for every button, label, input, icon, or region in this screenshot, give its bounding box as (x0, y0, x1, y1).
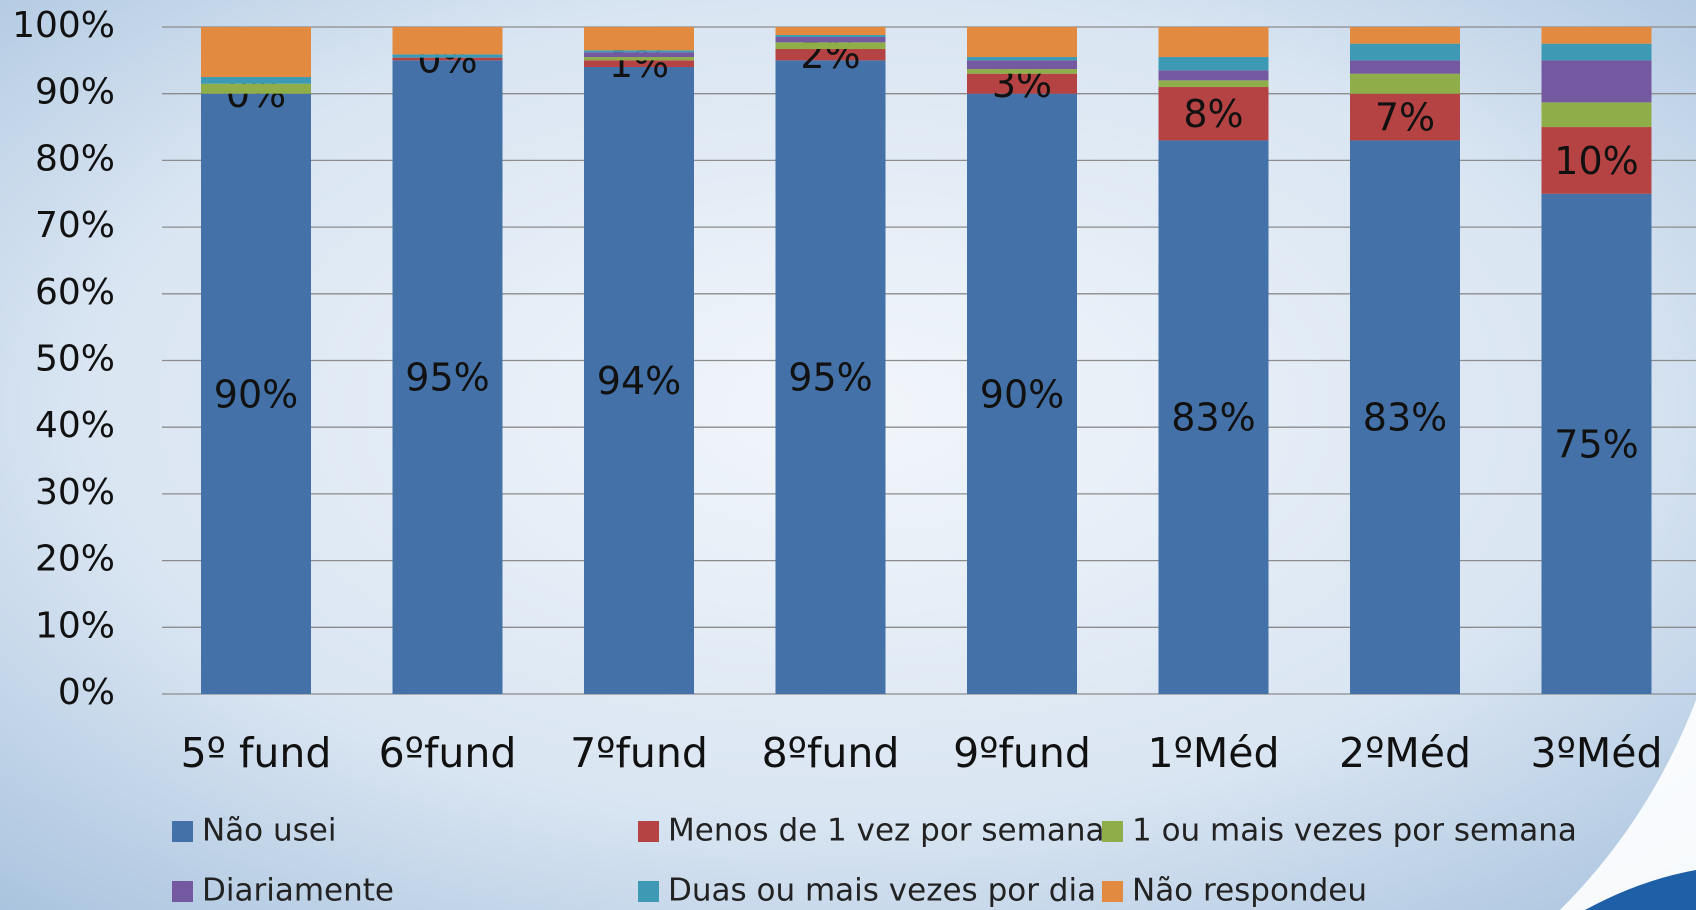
y-tick-label: 90% (35, 72, 115, 113)
bar-segment (967, 57, 1077, 61)
logo-swoosh (1560, 700, 1696, 910)
bar-segment (967, 73, 1077, 94)
bar-segment (1350, 140, 1460, 694)
bar-segment (584, 52, 694, 58)
bar-segment (775, 42, 886, 50)
bar-segment (775, 49, 886, 61)
y-tick-label: 50% (35, 339, 115, 380)
legend-label: Não usei (202, 813, 337, 849)
x-tick-label: 2ºMéd (1339, 729, 1471, 777)
bar-segment (1158, 87, 1269, 141)
x-tick-label: 8ºfund (762, 729, 900, 777)
x-tick-label: 1ºMéd (1147, 729, 1279, 777)
legend-swatch (172, 881, 193, 902)
bar-segment (1541, 60, 1652, 103)
bar-segment (775, 27, 886, 36)
bar-segment (1158, 70, 1269, 81)
data-label: 10% (1554, 139, 1638, 183)
legend-label: 1 ou mais vezes por semana (1132, 813, 1577, 849)
y-tick-label: 0% (58, 672, 115, 713)
bar-segment (392, 60, 503, 695)
bar-segment (1350, 27, 1460, 44)
bar-segment (584, 57, 694, 61)
x-tick-label: 7ºfund (570, 729, 708, 777)
data-label: 75% (1554, 422, 1638, 466)
data-label: 95% (788, 356, 872, 400)
bar-segment (775, 60, 886, 695)
y-tick-label: 80% (35, 138, 115, 179)
bar-segment (1350, 93, 1460, 141)
bar-segment (1350, 73, 1460, 94)
bar-segment (1350, 60, 1460, 74)
legend-swatch (638, 881, 659, 902)
y-tick-label: 10% (35, 605, 115, 646)
bar-segment (775, 37, 886, 43)
data-label: 90% (214, 372, 298, 416)
x-tick-label: 6ºfund (379, 729, 517, 777)
x-tick-label: 3ºMéd (1530, 729, 1662, 777)
y-tick-label: 30% (35, 472, 115, 513)
bar-segment (584, 50, 694, 53)
y-tick-label: 70% (35, 205, 115, 246)
bar-segment (1541, 43, 1652, 61)
bar-segment (1541, 127, 1652, 194)
bar-segment (967, 69, 1077, 74)
data-label: 83% (1171, 396, 1255, 440)
data-label: 90% (980, 372, 1064, 416)
legend-swatch (172, 821, 193, 842)
bar-segment (1158, 57, 1269, 71)
bar-segment (967, 93, 1077, 694)
legend-swatch (638, 821, 659, 842)
bar-segment (201, 83, 311, 94)
bar-segment (584, 67, 694, 694)
bar-segment (201, 77, 311, 84)
bar-segment (201, 27, 311, 78)
bar-segment (392, 54, 503, 58)
bar-segment (201, 93, 311, 694)
y-tick-label: 40% (35, 405, 115, 446)
data-label: 8% (1183, 92, 1243, 136)
legend-swatch (1102, 821, 1123, 842)
y-tick-label: 60% (35, 272, 115, 313)
bar-segment (584, 27, 694, 51)
bar-segment (392, 57, 503, 61)
data-label: 95% (405, 356, 489, 400)
bar-segment (1541, 102, 1652, 128)
legend-label: Não respondeu (1132, 873, 1367, 909)
bar-segment (1541, 27, 1652, 44)
legend-swatch (1102, 881, 1123, 902)
legend-label: Duas ou mais vezes por dia (668, 873, 1096, 909)
x-tick-label: 9ºfund (953, 729, 1091, 777)
bar-segment (775, 35, 886, 38)
legend-label: Diariamente (202, 873, 394, 909)
bar-segment (1158, 27, 1269, 58)
bar-segment (1158, 140, 1269, 694)
bar-segment (1541, 193, 1652, 694)
bar-segment (1158, 80, 1269, 88)
data-label: 7% (1375, 96, 1435, 140)
bar-segment (392, 27, 503, 55)
bar-segment (584, 60, 694, 68)
x-tick-label: 5º fund (181, 729, 332, 777)
data-label: 83% (1363, 396, 1447, 440)
data-label: 94% (597, 359, 681, 403)
y-tick-label: 100% (12, 5, 115, 46)
legend-label: Menos de 1 vez por semana (668, 813, 1104, 849)
logo-mark (1585, 870, 1696, 910)
y-tick-label: 20% (35, 539, 115, 580)
bar-segment (967, 27, 1077, 58)
bar-segment (1350, 43, 1460, 61)
bar-segment (967, 60, 1077, 70)
